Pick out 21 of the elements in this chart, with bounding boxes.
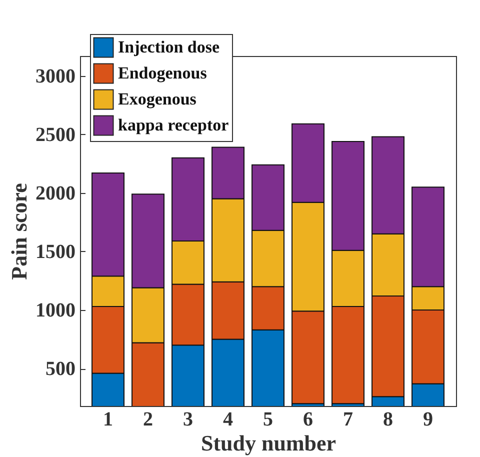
y-axis-title: Pain score [6, 182, 32, 280]
x-tick-label: 8 [383, 408, 393, 430]
y-tick-label: 1500 [36, 240, 76, 263]
x-tick-label: 5 [263, 408, 273, 430]
x-tick-label: 1 [103, 408, 113, 430]
x-tick-label: 4 [223, 408, 233, 430]
legend-label: Injection dose [118, 38, 220, 56]
x-tick-label: 2 [143, 408, 153, 430]
x-tick-label: 9 [423, 408, 433, 430]
x-tick-label: 7 [343, 408, 353, 430]
legend-label: Exogenous [118, 90, 197, 108]
x-tick-label: 6 [303, 408, 313, 430]
y-tick-label: 2000 [36, 182, 76, 204]
legend-label: Endogenous [118, 64, 208, 82]
x-tick-label: 3 [183, 408, 193, 430]
y-tick-label: 1000 [36, 300, 76, 322]
y-tick-label: 500 [46, 358, 76, 380]
y-tick-label: 2500 [36, 124, 76, 146]
x-axis-title: Study number [200, 430, 336, 456]
y-tick-label: 3000 [36, 65, 76, 88]
legend-label: kappa receptor [118, 116, 230, 134]
